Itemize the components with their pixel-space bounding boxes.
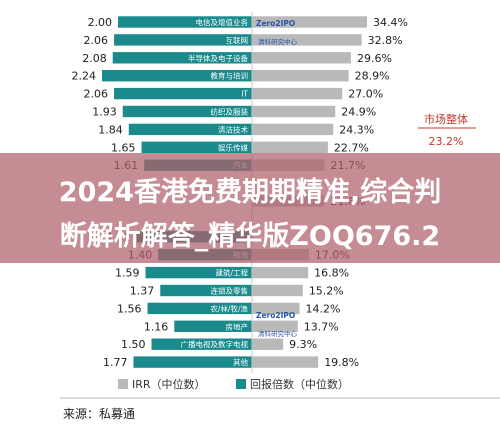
legend-swatch-irr — [118, 379, 128, 389]
irr-value-label: 22.7% — [334, 141, 369, 154]
multiple-bar — [114, 34, 252, 46]
category-label: 其他 — [233, 357, 248, 367]
multiple-value-label: 1.93 — [92, 106, 117, 119]
irr-value-label: 19.8% — [324, 356, 359, 369]
banner-text-line-1: 2024香港免费期期精准,综合判 — [58, 177, 442, 208]
multiple-bar — [174, 320, 252, 332]
category-label: 互联网 — [226, 36, 249, 45]
multiple-bar — [151, 338, 252, 350]
multiple-bar — [160, 284, 252, 297]
irr-bar — [252, 320, 298, 332]
irr-bar — [252, 284, 303, 297]
multiple-bar — [133, 356, 252, 368]
multiple-bar — [128, 123, 252, 136]
multiple-value-label: 2.00 — [88, 16, 113, 29]
multiple-bar — [112, 52, 252, 64]
multiple-bar — [145, 266, 252, 279]
banner-text-line-2: 断解析解答_精华版ZOQ676.2 — [59, 221, 441, 252]
irr-bar — [252, 16, 367, 28]
watermark-logo: Zero2IPO — [256, 19, 295, 28]
irr-bar — [252, 52, 351, 64]
multiple-value-label: 1.50 — [121, 338, 146, 351]
irr-value-label: 24.3% — [339, 123, 374, 136]
irr-value-label: 27.0% — [348, 88, 383, 101]
legend-swatch-multiple — [236, 379, 246, 389]
watermark-logo: Zero2IPO — [256, 311, 295, 320]
category-label: IT — [241, 90, 248, 99]
irr-bar — [252, 302, 300, 315]
multiple-value-label: 2.08 — [82, 52, 107, 65]
irr-value-label: 24.9% — [341, 106, 376, 119]
irr-value-label: 29.6% — [357, 52, 392, 65]
market-overall-value: 23.2% — [429, 135, 464, 148]
irr-bar — [252, 266, 309, 279]
irr-value-label: 34.4% — [373, 16, 408, 29]
irr-value-label: 15.2% — [309, 285, 344, 298]
multiple-bar — [122, 105, 252, 118]
irr-value-label: 9.3% — [289, 338, 317, 351]
irr-bar — [252, 87, 343, 100]
irr-bar — [252, 123, 334, 136]
legend-label-multiple: 回报倍数（中位数） — [250, 377, 349, 391]
multiple-value-label: 1.65 — [111, 141, 136, 154]
category-label: 教育与培训 — [211, 71, 249, 81]
category-label: 半导体及电子设备 — [188, 53, 248, 63]
multiple-value-label: 2.24 — [72, 70, 97, 83]
multiple-bar — [102, 70, 252, 82]
irr-value-label: 32.8% — [368, 34, 403, 47]
multiple-value-label: 1.84 — [98, 123, 123, 136]
irr-bar — [252, 70, 349, 82]
multiple-value-label: 2.06 — [84, 34, 109, 47]
multiple-value-label: 1.77 — [103, 356, 128, 369]
category-label: 连锁及零售 — [211, 286, 249, 296]
irr-bar — [252, 34, 362, 46]
irr-bar — [252, 105, 336, 118]
category-label: 电信及增值业务 — [196, 17, 249, 27]
multiple-bar — [141, 141, 252, 153]
source-note: 来源：私募通 — [63, 407, 136, 421]
multiple-value-label: 1.37 — [130, 285, 155, 298]
irr-value-label: 28.9% — [355, 70, 390, 83]
irr-bar — [252, 141, 328, 153]
watermark-subtext: 清科研究中心 — [258, 329, 298, 338]
category-label: 建筑/工程 — [215, 268, 248, 278]
multiple-value-label: 1.56 — [117, 302, 142, 315]
irr-value-label: 14.2% — [305, 302, 340, 315]
category-label: 房地产 — [226, 321, 249, 331]
market-overall-label: 市场整体 — [424, 112, 468, 126]
legend-label-irr: IRR（中位数） — [132, 377, 206, 391]
category-label: 清洁技术 — [218, 124, 248, 134]
irr-bar — [252, 338, 284, 350]
irr-value-label: 16.8% — [314, 267, 349, 280]
category-label: 纺织及服装 — [211, 107, 249, 117]
category-label: 娱乐传媒 — [218, 142, 248, 152]
multiple-value-label: 2.06 — [84, 88, 109, 101]
multiple-value-label: 1.59 — [115, 267, 140, 280]
multiple-bar — [118, 16, 252, 28]
category-label: 农/林/牧/渔 — [210, 303, 248, 313]
overlay-banner — [0, 153, 500, 263]
multiple-bar — [147, 302, 252, 315]
multiple-bar — [114, 87, 252, 100]
multiple-value-label: 1.16 — [144, 320, 169, 333]
category-label: 广播电视及数字电视 — [181, 339, 249, 349]
irr-bar — [252, 356, 319, 368]
watermark-subtext: 清科研究中心 — [258, 37, 298, 46]
irr-value-label: 13.7% — [304, 320, 339, 333]
